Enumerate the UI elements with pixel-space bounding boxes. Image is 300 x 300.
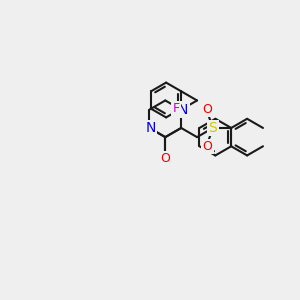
Text: O: O [202, 103, 212, 116]
Text: S: S [208, 121, 217, 135]
Text: O: O [202, 140, 212, 153]
Text: O: O [160, 152, 170, 165]
Text: F: F [172, 102, 180, 115]
Text: N: N [145, 121, 156, 135]
Text: N: N [178, 103, 188, 117]
